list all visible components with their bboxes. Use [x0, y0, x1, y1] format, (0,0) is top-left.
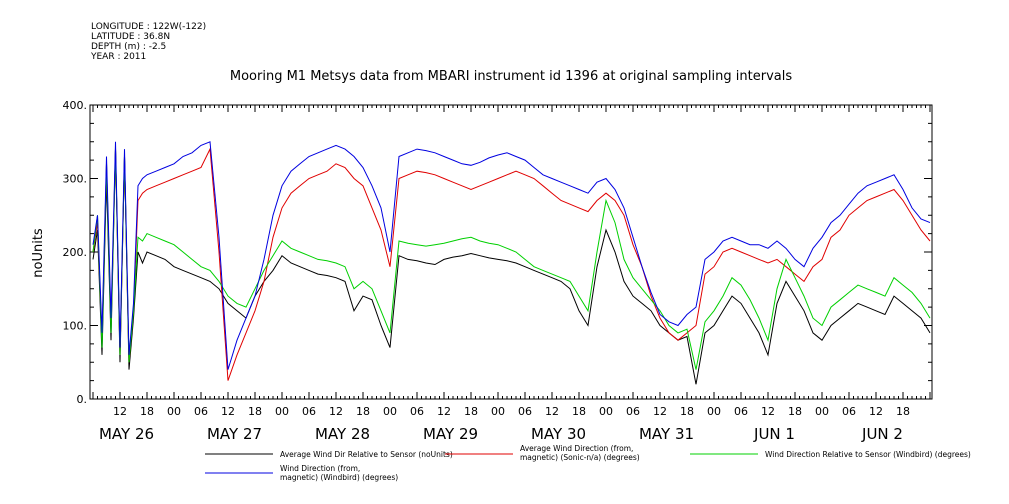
x-tick-label: 06 [734, 405, 748, 418]
x-tick-label: 06 [194, 405, 208, 418]
x-tick-label: 12 [437, 405, 451, 418]
x-tick-label: 18 [140, 405, 154, 418]
x-tick-label: 18 [680, 405, 694, 418]
x-tick-label: 06 [842, 405, 856, 418]
series-line-3 [92, 149, 931, 370]
y-tick-label: 100. [63, 320, 88, 333]
x-tick-label: 18 [896, 405, 910, 418]
x-tick-label: 18 [248, 405, 262, 418]
legend-label-4: Wind Direction (from, [280, 464, 360, 473]
x-tick-label: 00 [707, 405, 721, 418]
x-axis: 12 18 00 06 12 18 00 06 12 18 00 06 12 18 00 06 12 18 00 06… [92, 105, 931, 443]
x-day-label: JUN 1 [753, 425, 795, 443]
x-tick-label: 12 [113, 405, 127, 418]
plot-frame [89, 104, 933, 400]
x-tick-label: 18 [572, 405, 586, 418]
x-tick-label: 12 [869, 405, 883, 418]
y-axis: 0. 100. 200. 300. 400. [63, 99, 932, 406]
meta-year: YEAR : 2011 [91, 52, 147, 62]
x-tick-label: 00 [275, 405, 289, 418]
x-tick-label: 06 [518, 405, 532, 418]
legend-label-4: magnetic) (Windbird) (degrees) [280, 473, 398, 482]
legend-label-1: Average Wind Dir Relative to Sensor (noU… [280, 450, 453, 459]
series-line-1 [92, 149, 931, 385]
x-tick-label: 12 [653, 405, 667, 418]
x-tick-label: 00 [491, 405, 505, 418]
legend: Average Wind Dir Relative to Sensor (noU… [205, 444, 971, 482]
meta-longitude: LONGITUDE : 122W(-122) [91, 22, 207, 32]
x-tick-label: 18 [788, 405, 802, 418]
series-layer [92, 141, 931, 385]
x-tick-label: 00 [815, 405, 829, 418]
x-day-label: MAY 28 [315, 425, 370, 443]
x-tick-label: 12 [221, 405, 235, 418]
legend-label-3: Wind Direction Relative to Sensor (Windb… [765, 450, 971, 459]
x-tick-label: 00 [599, 405, 613, 418]
meta-latitude: LATITUDE : 36.8N [91, 32, 171, 42]
x-tick-label: 18 [356, 405, 370, 418]
x-day-label: MAY 29 [423, 425, 478, 443]
x-day-label: JUN 2 [861, 425, 903, 443]
y-tick-label: 200. [63, 246, 88, 259]
series-line-4 [92, 141, 931, 370]
x-tick-label: 00 [383, 405, 397, 418]
x-tick-label: 12 [761, 405, 775, 418]
y-tick-label: 0. [77, 393, 88, 406]
x-tick-label: 12 [545, 405, 559, 418]
y-axis-label: noUnits [31, 228, 46, 278]
meta-depth: DEPTH (m) : -2.5 [91, 42, 167, 52]
x-tick-label: 18 [464, 405, 478, 418]
metadata-block: LONGITUDE : 122W(-122) LATITUDE : 36.8N … [91, 22, 206, 62]
legend-label-2: Average Wind Direction (from, [520, 444, 633, 453]
x-tick-label: 06 [302, 405, 316, 418]
x-tick-label: 12 [329, 405, 343, 418]
x-day-label: MAY 31 [639, 425, 694, 443]
y-tick-label: 300. [63, 173, 88, 186]
x-day-label: MAY 30 [531, 425, 586, 443]
legend-label-2: magnetic) (Sonic-n/a) (degrees) [520, 453, 640, 462]
x-tick-label: 06 [626, 405, 640, 418]
series-line-2 [92, 147, 931, 381]
chart-title: Mooring M1 Metsys data from MBARI instru… [230, 69, 792, 84]
x-tick-label: 00 [167, 405, 181, 418]
x-day-label: MAY 26 [99, 425, 154, 443]
x-tick-label: 06 [410, 405, 424, 418]
x-day-label: MAY 27 [207, 425, 262, 443]
y-tick-label: 400. [63, 99, 88, 112]
